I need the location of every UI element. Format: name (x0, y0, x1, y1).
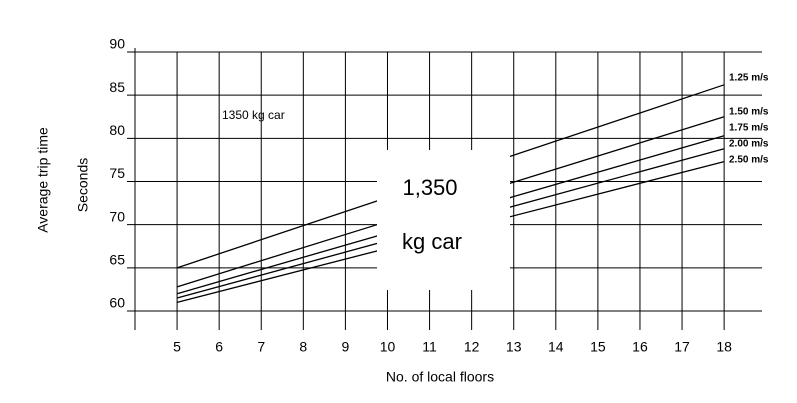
annotation: kg car (402, 229, 462, 254)
x-tick-label: 8 (299, 339, 307, 355)
x-tick-label: 16 (632, 339, 648, 355)
series-label: 1.75 m/s (729, 123, 769, 134)
x-tick-label: 18 (716, 339, 732, 355)
series-label: 1.50 m/s (729, 107, 769, 118)
x-tick-label: 6 (215, 339, 223, 355)
x-tick-label: 5 (173, 339, 181, 355)
y-tick-label: 70 (109, 208, 125, 224)
annotation: 1,350 (402, 175, 457, 200)
y-axis-unit: Seconds (75, 158, 91, 212)
y-tick-label: 75 (109, 165, 125, 181)
y-axis-label: Average trip time (35, 127, 51, 233)
x-axis-label: No. of local floors (386, 369, 494, 385)
x-tick-label: 10 (380, 339, 396, 355)
x-tick-label: 11 (422, 339, 437, 355)
x-tick-label: 7 (257, 339, 265, 355)
x-tick-label: 15 (590, 339, 606, 355)
series-label: 2.00 m/s (729, 139, 769, 150)
x-tick-label: 14 (548, 339, 564, 355)
y-tick-label: 80 (109, 122, 125, 138)
y-tick-label: 65 (109, 252, 125, 268)
caption-box (377, 150, 510, 290)
x-tick-label: 12 (464, 339, 480, 355)
annotation: 1350 kg car (222, 108, 285, 122)
series-label: 2.50 m/s (729, 155, 769, 166)
series-label: 1.25 m/s (729, 73, 769, 84)
y-tick-label: 90 (109, 36, 125, 52)
y-tick-label: 85 (109, 79, 125, 95)
x-tick-label: 17 (674, 339, 690, 355)
x-tick-label: 9 (342, 339, 350, 355)
y-tick-label: 60 (109, 295, 125, 311)
x-tick-label: 13 (506, 339, 522, 355)
